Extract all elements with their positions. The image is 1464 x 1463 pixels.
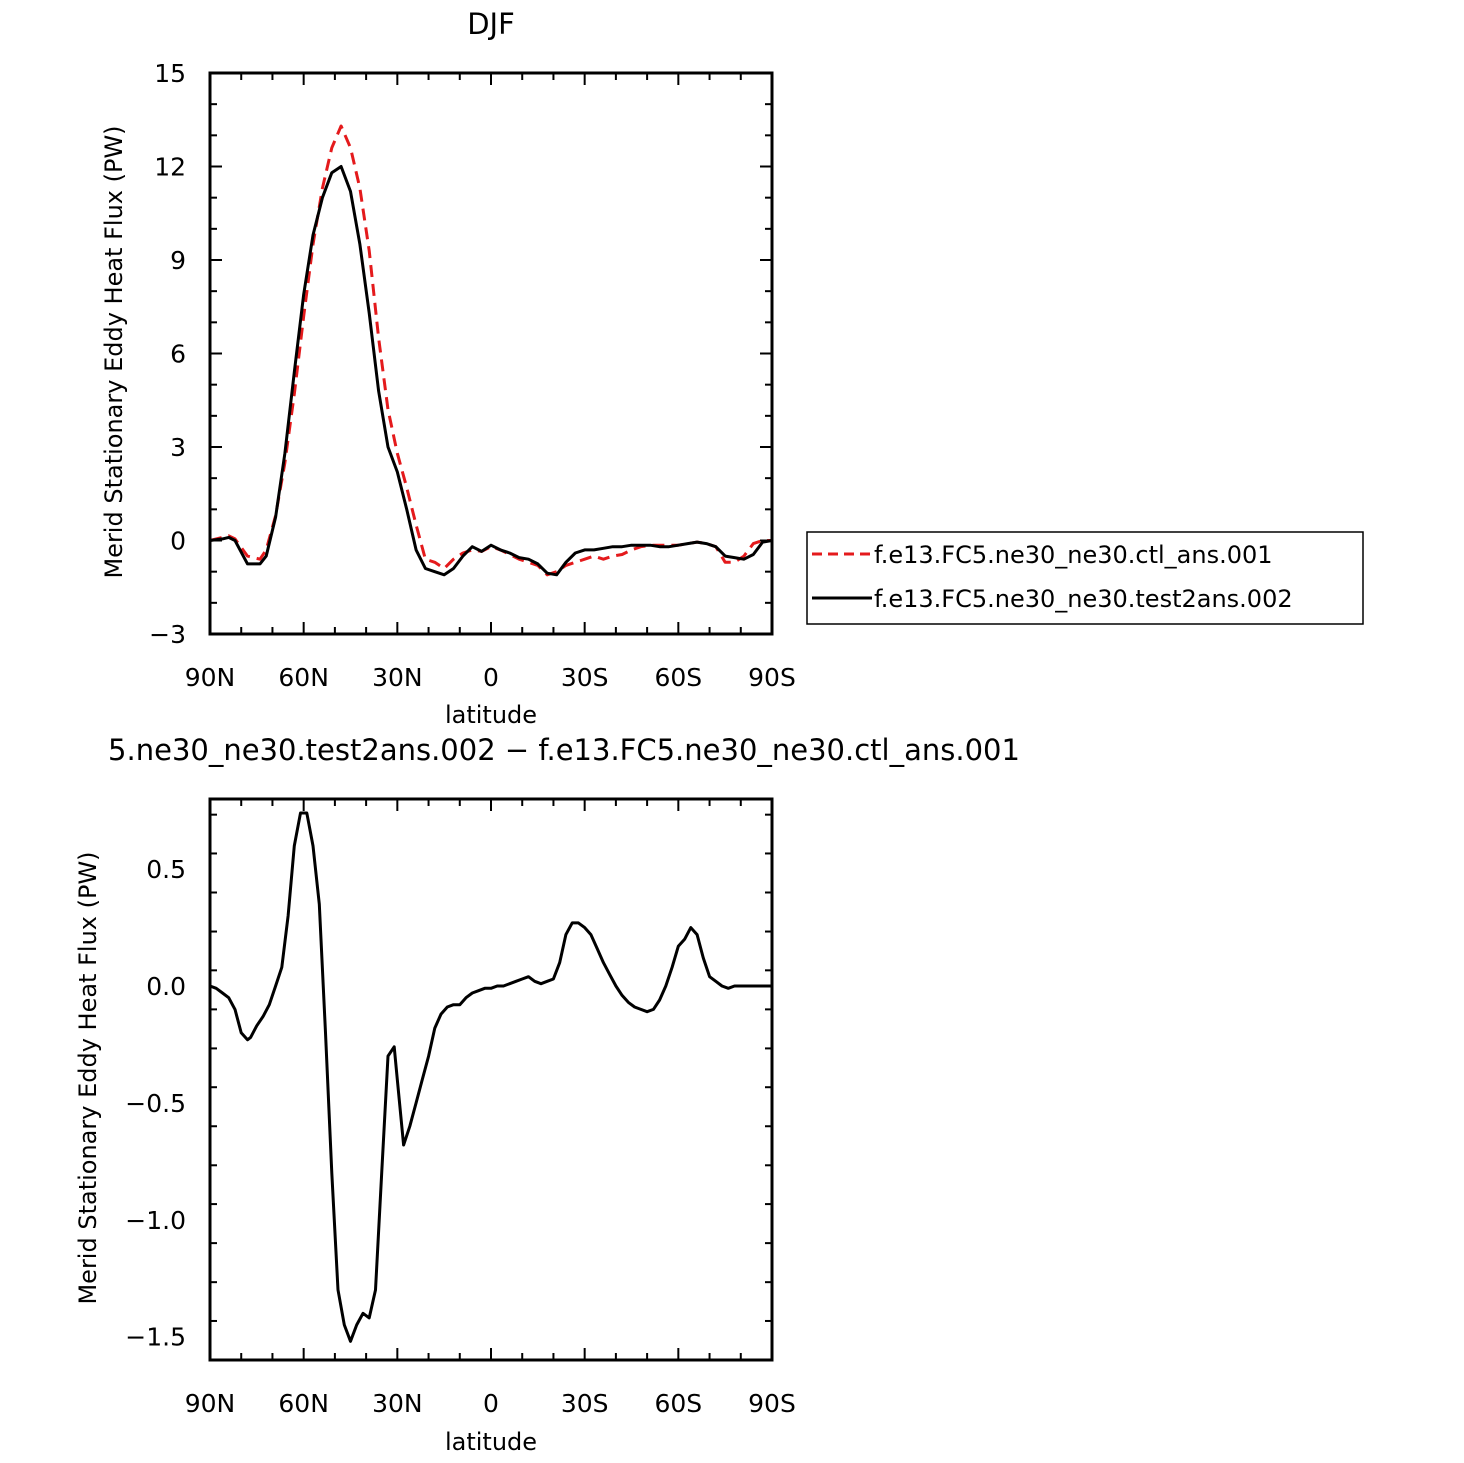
x-tick-label: 90N <box>185 663 236 692</box>
x-tick-label: 30N <box>372 663 423 692</box>
bottom-series-lines <box>209 811 772 1343</box>
y-tick-label: 9 <box>170 246 186 275</box>
top-y-axis-label: Merid Stationary Eddy Heat Flux (PW) <box>100 125 128 578</box>
top-axis-ticks: 90N 60N 30N 0 30S 60S 90S −3 0 3 6 9 12 15 <box>149 59 796 692</box>
top-chart-title: DJF <box>467 7 515 41</box>
x-tick-label: 90S <box>748 663 796 692</box>
y-tick-label: 0.0 <box>146 972 186 1001</box>
series-line-0-1 <box>209 165 773 577</box>
y-tick-label: 15 <box>154 59 186 88</box>
top-x-axis-label: latitude <box>445 701 537 729</box>
x-tick-label: 90S <box>748 1389 796 1418</box>
y-tick-label: 0 <box>170 527 186 556</box>
legend-label-ctl: f.e13.FC5.ne30_ne30.ctl_ans.001 <box>874 541 1273 569</box>
y-tick-label: 12 <box>154 153 186 182</box>
legend-label-test: f.e13.FC5.ne30_ne30.test2ans.002 <box>874 585 1293 613</box>
x-tick-label: 60N <box>278 663 329 692</box>
x-tick-label: 0 <box>483 1389 499 1418</box>
x-tick-label: 30S <box>561 663 609 692</box>
bottom-axis-ticks: 90N 60N 30N 0 30S 60S 90S −1.5 −1.0 −0.5 0.0 0.5 <box>125 799 796 1418</box>
y-tick-label: 3 <box>170 433 186 462</box>
y-tick-label: −3 <box>149 620 186 649</box>
x-tick-label: 60N <box>278 1389 329 1418</box>
x-tick-label: 90N <box>185 1389 236 1418</box>
y-tick-label: −0.5 <box>125 1089 186 1118</box>
y-tick-label: 6 <box>170 340 186 369</box>
series-line-0-0 <box>209 124 772 577</box>
bottom-plot-frame <box>208 797 774 1362</box>
x-tick-label: 30N <box>372 1389 423 1418</box>
legend-box <box>806 531 1364 625</box>
legend: f.e13.FC5.ne30_ne30.ctl_ans.001 f.e13.FC… <box>806 531 1364 625</box>
x-tick-label: 30S <box>561 1389 609 1418</box>
y-tick-label: 0.5 <box>146 855 186 884</box>
top-plot-frame <box>208 71 774 636</box>
panel-top-chart: DJF 90N 60N 30N 0 30S 60S 90S −3 0 3 6 9 12 15 latitu… <box>100 7 1364 729</box>
bottom-x-axis-label: latitude <box>445 1428 537 1456</box>
x-tick-label: 0 <box>483 663 499 692</box>
x-tick-label: 60S <box>654 1389 702 1418</box>
bottom-chart-title: 5.ne30_ne30.test2ans.002 − f.e13.FC5.ne3… <box>108 733 1020 767</box>
panel-bottom-chart: 5.ne30_ne30.test2ans.002 − f.e13.FC5.ne3… <box>74 733 1020 1456</box>
top-series-lines <box>209 124 773 577</box>
y-tick-label: −1.5 <box>125 1323 186 1352</box>
bottom-y-axis-label: Merid Stationary Eddy Heat Flux (PW) <box>74 851 102 1304</box>
series-line-1-0 <box>209 811 772 1343</box>
x-tick-label: 60S <box>654 663 702 692</box>
y-tick-label: −1.0 <box>125 1206 186 1235</box>
